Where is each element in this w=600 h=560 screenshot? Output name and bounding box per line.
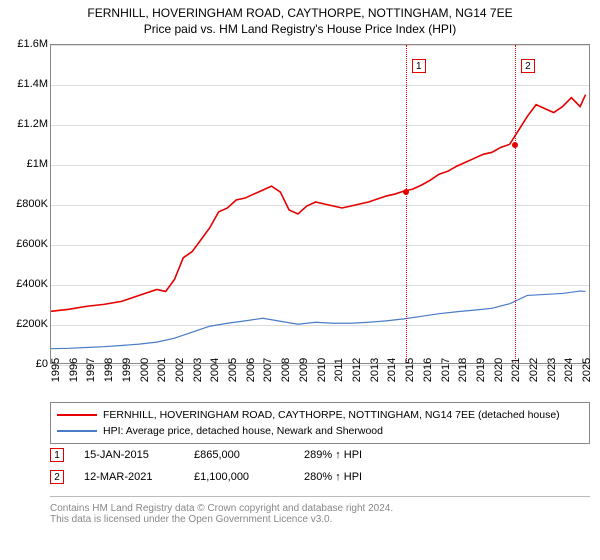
event-row-price: £865,000 bbox=[194, 449, 284, 461]
xtick-label: 1997 bbox=[85, 358, 97, 382]
xtick-label: 1999 bbox=[121, 358, 133, 382]
legend-label: FERNHILL, HOVERINGHAM ROAD, CAYTHORPE, N… bbox=[103, 409, 560, 421]
xtick-label: 1998 bbox=[103, 358, 115, 382]
xtick-label: 2014 bbox=[386, 358, 398, 382]
event-point-2 bbox=[512, 142, 518, 148]
xtick-label: 2000 bbox=[139, 358, 151, 382]
ytick-label: £1M bbox=[27, 158, 48, 170]
chart-title: FERNHILL, HOVERINGHAM ROAD, CAYTHORPE, N… bbox=[0, 0, 600, 20]
xtick-label: 2008 bbox=[280, 358, 292, 382]
xtick-label: 2025 bbox=[581, 358, 593, 382]
xtick-label: 2024 bbox=[563, 358, 575, 382]
ytick-label: £1.4M bbox=[17, 78, 48, 90]
xtick-label: 2009 bbox=[298, 358, 310, 382]
xtick-label: 2019 bbox=[475, 358, 487, 382]
xtick-label: 2015 bbox=[404, 358, 416, 382]
xtick-label: 2021 bbox=[510, 358, 522, 382]
event-row-marker: 2 bbox=[50, 470, 64, 484]
series-property bbox=[51, 95, 586, 312]
event-row-pct: 280% ↑ HPI bbox=[304, 471, 394, 483]
xtick-label: 2023 bbox=[546, 358, 558, 382]
event-row-marker: 1 bbox=[50, 448, 64, 462]
event-row-1: 1 15-JAN-2015 £865,000 289% ↑ HPI bbox=[50, 444, 590, 466]
xtick-label: 1995 bbox=[50, 358, 62, 382]
ytick-label: £1.6M bbox=[17, 38, 48, 50]
event-line-1 bbox=[406, 45, 407, 363]
ytick-label: £800K bbox=[16, 198, 48, 210]
ytick-label: £400K bbox=[16, 278, 48, 290]
legend-label: HPI: Average price, detached house, Newa… bbox=[103, 425, 383, 437]
xtick-label: 2022 bbox=[528, 358, 540, 382]
xtick-label: 2013 bbox=[369, 358, 381, 382]
xtick-label: 2020 bbox=[493, 358, 505, 382]
footer-line-2: This data is licensed under the Open Gov… bbox=[50, 514, 590, 525]
legend-swatch bbox=[57, 414, 97, 416]
chart-subtitle: Price paid vs. HM Land Registry's House … bbox=[0, 20, 600, 36]
xtick-label: 2007 bbox=[262, 358, 274, 382]
legend-row-hpi: HPI: Average price, detached house, Newa… bbox=[57, 423, 583, 439]
legend: FERNHILL, HOVERINGHAM ROAD, CAYTHORPE, N… bbox=[50, 402, 590, 444]
plot-area: 12 bbox=[50, 44, 590, 364]
event-row-price: £1,100,000 bbox=[194, 471, 284, 483]
footer: Contains HM Land Registry data © Crown c… bbox=[50, 496, 590, 525]
series-hpi bbox=[51, 291, 586, 349]
xtick-label: 2010 bbox=[316, 358, 328, 382]
footer-line-1: Contains HM Land Registry data © Crown c… bbox=[50, 503, 590, 514]
event-marker-2: 2 bbox=[521, 59, 535, 73]
event-row-date: 15-JAN-2015 bbox=[84, 449, 174, 461]
xtick-label: 2001 bbox=[156, 358, 168, 382]
xtick-label: 2012 bbox=[351, 358, 363, 382]
event-row-date: 12-MAR-2021 bbox=[84, 471, 174, 483]
xtick-label: 2003 bbox=[192, 358, 204, 382]
events-table: 1 15-JAN-2015 £865,000 289% ↑ HPI 2 12-MAR-20… bbox=[50, 444, 590, 488]
chart-container: FERNHILL, HOVERINGHAM ROAD, CAYTHORPE, N… bbox=[0, 0, 600, 560]
event-line-2 bbox=[515, 45, 516, 363]
chart-lines bbox=[51, 45, 589, 363]
xtick-label: 1996 bbox=[68, 358, 80, 382]
ytick-label: £200K bbox=[16, 318, 48, 330]
xtick-label: 2004 bbox=[209, 358, 221, 382]
event-point-1 bbox=[403, 189, 409, 195]
event-marker-1: 1 bbox=[412, 59, 426, 73]
xtick-label: 2002 bbox=[174, 358, 186, 382]
xtick-label: 2018 bbox=[457, 358, 469, 382]
xtick-label: 2006 bbox=[245, 358, 257, 382]
legend-swatch bbox=[57, 430, 97, 432]
ytick-label: £600K bbox=[16, 238, 48, 250]
xtick-label: 2005 bbox=[227, 358, 239, 382]
event-row-2: 2 12-MAR-2021 £1,100,000 280% ↑ HPI bbox=[50, 466, 590, 488]
xtick-label: 2011 bbox=[333, 358, 345, 382]
xtick-label: 2017 bbox=[440, 358, 452, 382]
legend-row-property: FERNHILL, HOVERINGHAM ROAD, CAYTHORPE, N… bbox=[57, 407, 583, 423]
event-row-pct: 289% ↑ HPI bbox=[304, 449, 394, 461]
xtick-label: 2016 bbox=[422, 358, 434, 382]
ytick-label: £0 bbox=[36, 358, 48, 370]
ytick-label: £1.2M bbox=[17, 118, 48, 130]
